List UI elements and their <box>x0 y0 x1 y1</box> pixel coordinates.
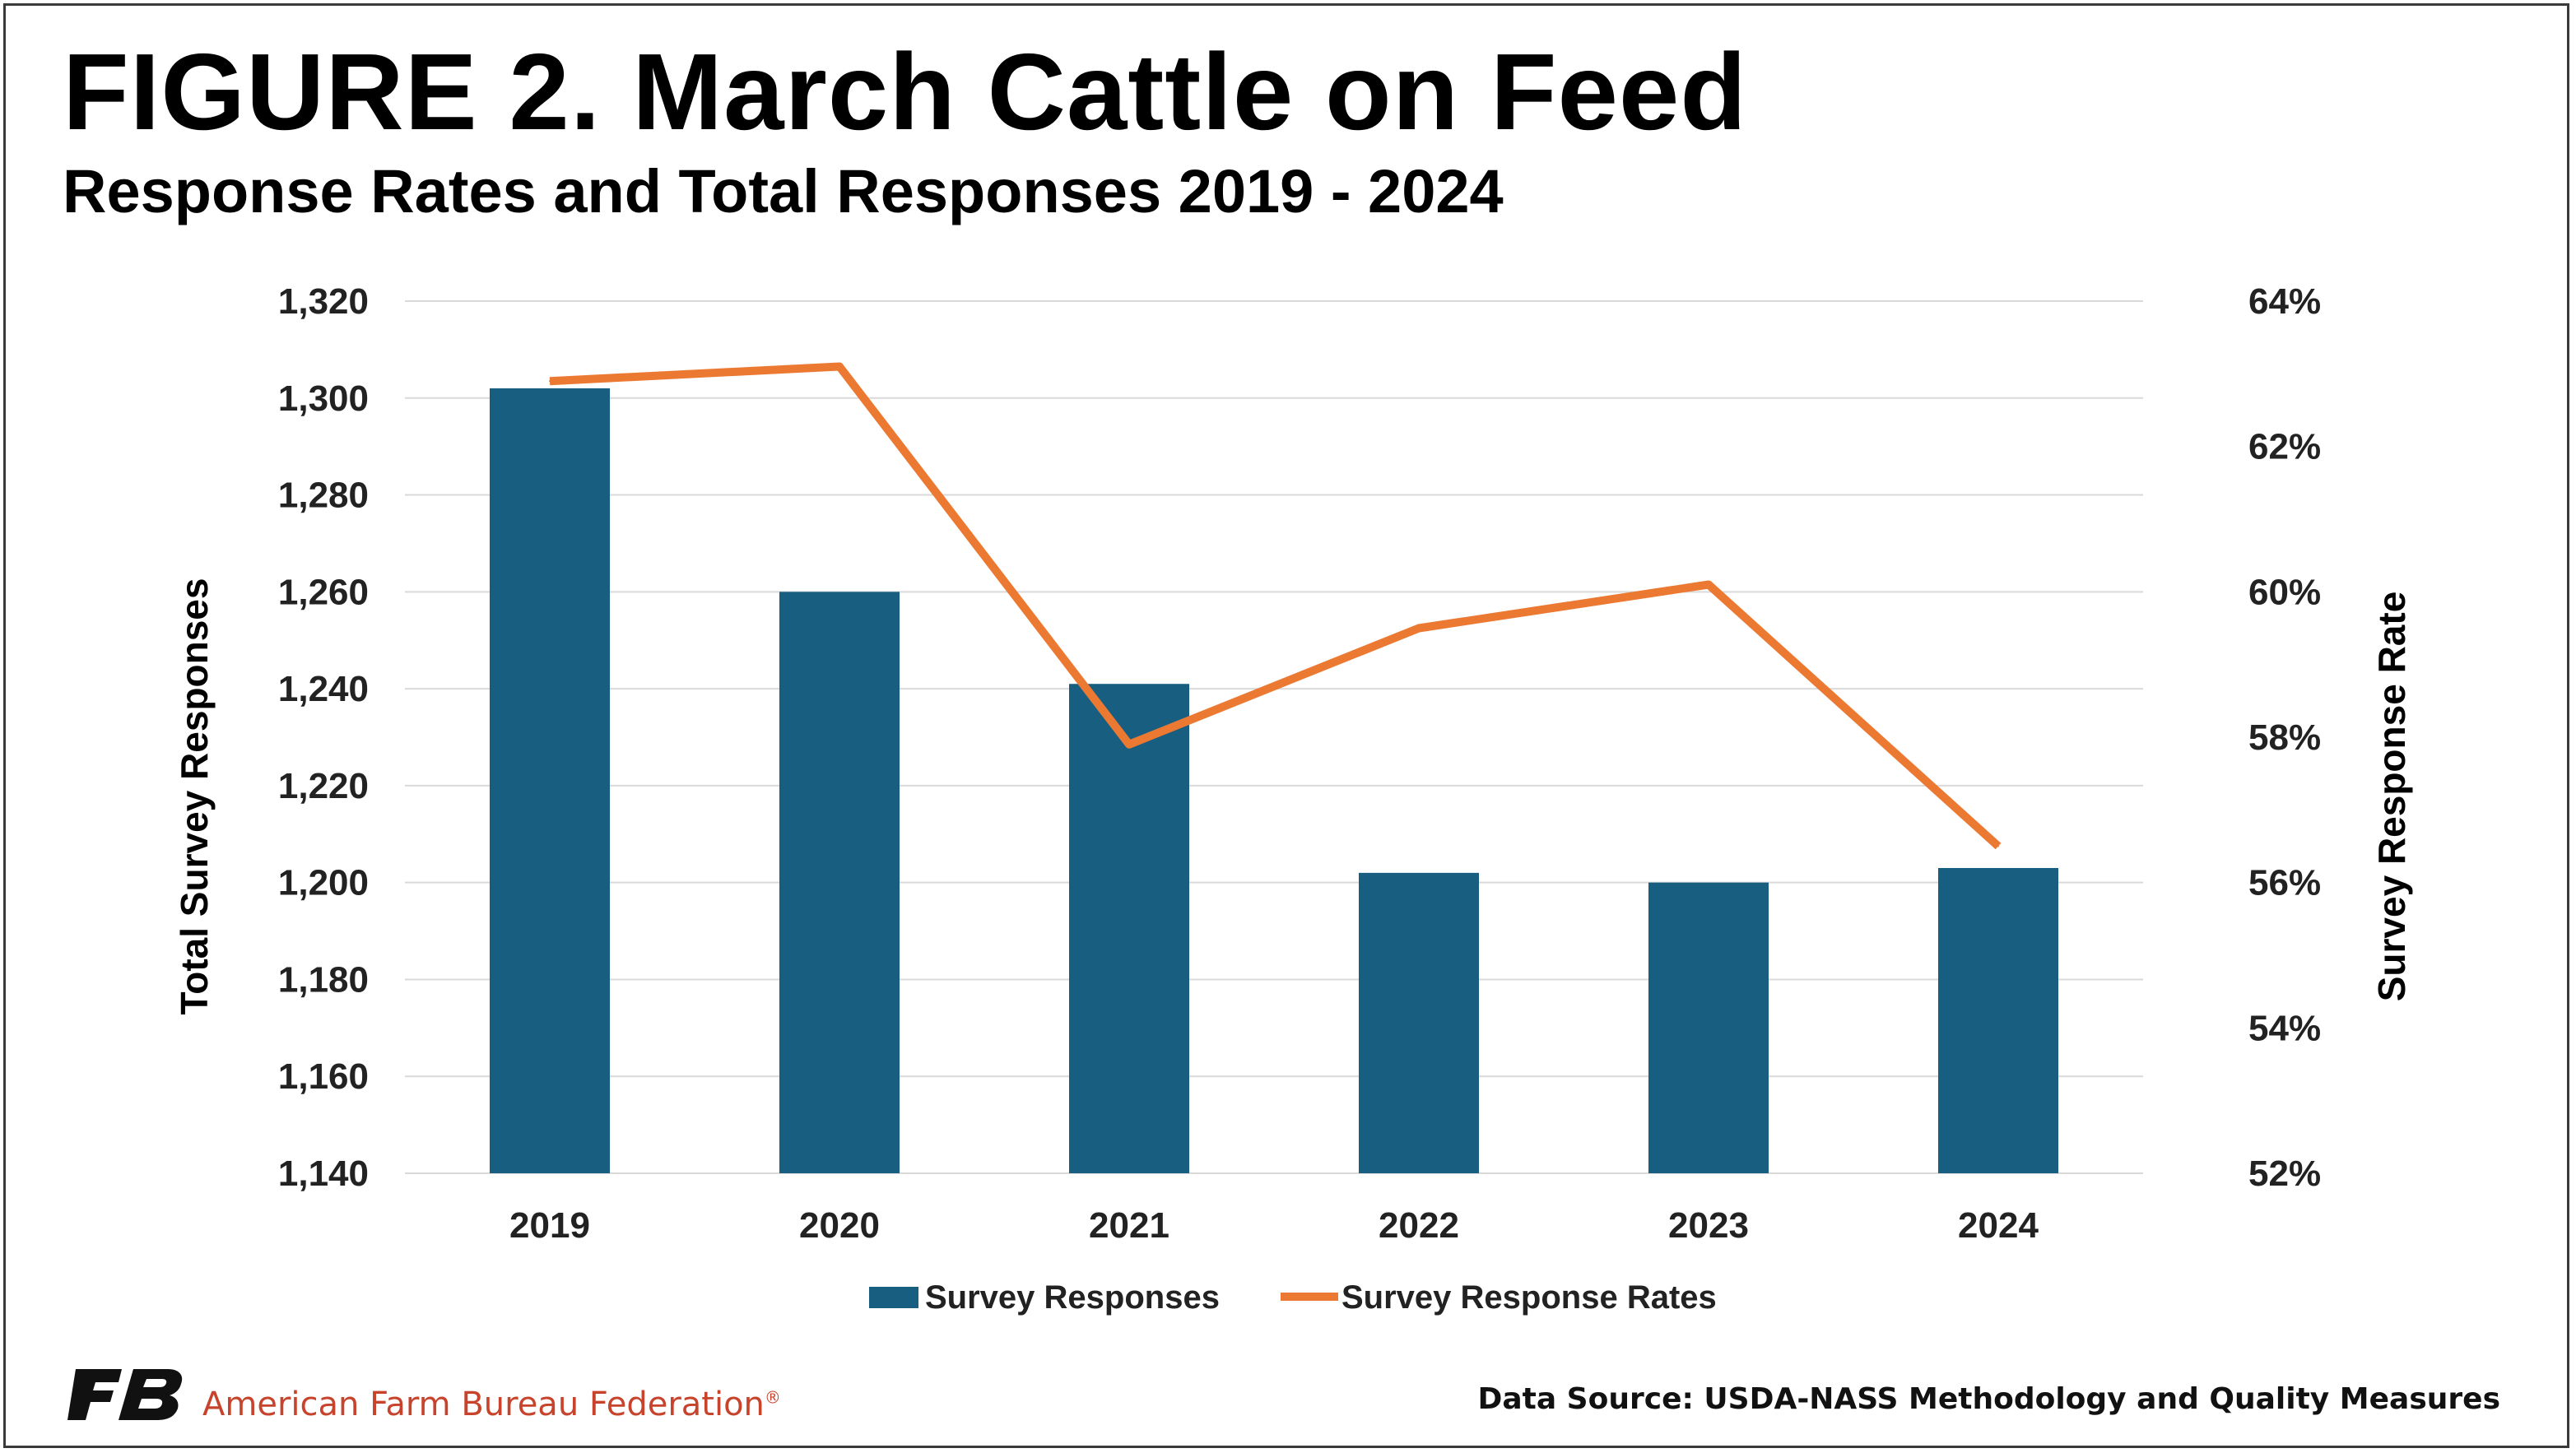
bar-2021 <box>1069 684 1189 1173</box>
bar-2022 <box>1359 872 1479 1173</box>
left-axis-title: Total Survey Responses <box>173 578 216 1015</box>
right-tick-label: 64% <box>2248 281 2321 322</box>
line-point-2023 <box>1708 583 1709 586</box>
x-tick-label: 2024 <box>1958 1205 2039 1246</box>
response-rate-line <box>549 362 2002 850</box>
gridlines <box>405 300 2143 1174</box>
right-axis-ticks: 52% 54% 56% 58% 60% 62% 64% <box>2248 281 2321 1194</box>
left-tick-label: 1,200 <box>278 863 369 903</box>
left-tick-label: 1,320 <box>278 281 369 322</box>
x-tick-label: 2022 <box>1379 1205 1459 1246</box>
left-axis-ticks: 1,140 1,160 1,180 1,200 1,220 1,240 1,260 1,280… <box>278 281 369 1194</box>
x-tick-label: 2019 <box>509 1205 590 1246</box>
line-point-2022 <box>1418 627 1420 629</box>
left-tick-label: 1,240 <box>278 669 369 709</box>
right-tick-label: 52% <box>2248 1154 2321 1194</box>
bar-2024 <box>1938 868 2058 1173</box>
farm-bureau-logo <box>67 1369 183 1420</box>
left-tick-label: 1,180 <box>278 959 369 1000</box>
right-tick-label: 56% <box>2248 863 2321 903</box>
line-point-2020 <box>839 365 840 368</box>
registered-mark: ® <box>764 1387 781 1408</box>
data-source-note: Data Source: USDA-NASS Methodology and Q… <box>1477 1382 2500 1416</box>
legend-label-survey-response-rates: Survey Response Rates <box>1341 1279 1717 1316</box>
line-point-2019 <box>549 380 551 383</box>
legend-swatch-survey-responses <box>869 1287 918 1308</box>
right-tick-label: 54% <box>2248 1008 2321 1048</box>
legend-label-survey-responses: Survey Responses <box>925 1279 1220 1316</box>
bar-2023 <box>1648 882 1769 1173</box>
line-series <box>549 362 2002 850</box>
x-tick-label: 2021 <box>1089 1205 1169 1246</box>
right-tick-label: 60% <box>2248 572 2321 612</box>
line-point-2024 <box>1997 845 1999 847</box>
legend: Survey Responses Survey Response Rates <box>869 1279 1717 1316</box>
left-tick-label: 1,280 <box>278 476 369 516</box>
x-tick-label: 2020 <box>799 1205 880 1246</box>
chart-subtitle: Response Rates and Total Responses 2019 … <box>63 157 1504 225</box>
chart-title: FIGURE 2. March Cattle on Feed <box>63 31 1747 152</box>
right-tick-label: 58% <box>2248 717 2321 758</box>
left-tick-label: 1,140 <box>278 1154 369 1194</box>
left-tick-label: 1,260 <box>278 572 369 612</box>
right-axis-title: Survey Response Rate <box>2370 592 2413 1002</box>
line-point-2021 <box>1128 743 1130 745</box>
bar-series <box>490 388 2058 1173</box>
bar-2019 <box>490 388 610 1173</box>
bar-2020 <box>779 592 900 1173</box>
left-tick-label: 1,300 <box>278 378 369 419</box>
organization-name-text: American Farm Bureau Federation <box>202 1386 765 1423</box>
left-tick-label: 1,160 <box>278 1056 369 1097</box>
x-tick-label: 2023 <box>1668 1205 1749 1246</box>
x-axis-ticks: 2019 2020 2021 2022 2023 2024 <box>509 1205 2039 1246</box>
right-tick-label: 62% <box>2248 427 2321 467</box>
figure-frame <box>3 3 2569 1448</box>
organization-name: American Farm Bureau Federation® <box>202 1386 781 1423</box>
left-tick-label: 1,220 <box>278 766 369 806</box>
